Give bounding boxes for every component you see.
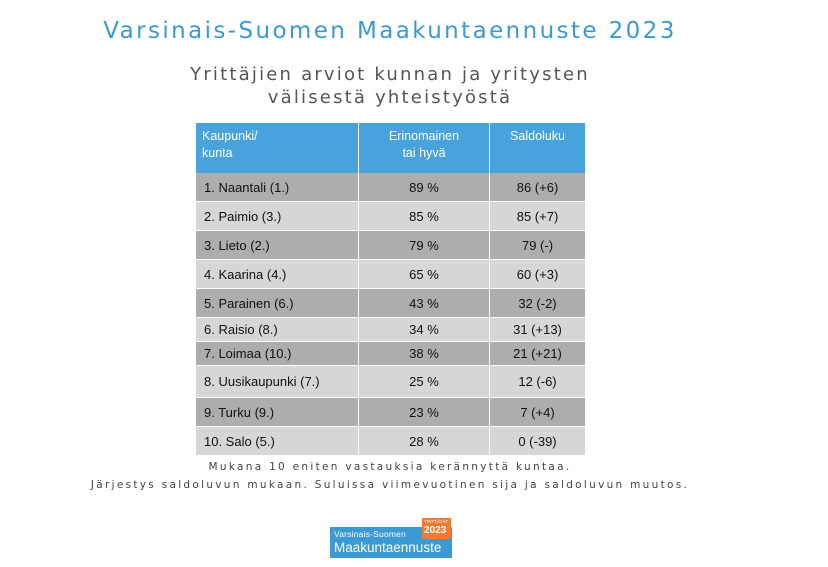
subtitle-line-1: Yrittäjien arviot kunnan ja yritysten xyxy=(190,64,590,85)
cell-balance: 60 (+3) xyxy=(489,259,585,289)
cell-balance: 0 (-39) xyxy=(489,426,585,455)
table-row: 7. Loimaa (10.) 38 % 21 (+21) xyxy=(196,341,585,366)
header-municipality-line-2: kunta xyxy=(202,146,233,160)
header-municipality-line-1: Kaupunki/ xyxy=(202,129,258,143)
note-line-2: Järjestys saldoluvun mukaan. Suluissa vi… xyxy=(90,479,690,491)
table-header-row: Kaupunki/ kunta Erinomainen tai hyvä Sal… xyxy=(196,123,585,173)
header-municipality: Kaupunki/ kunta xyxy=(196,123,359,173)
cell-share: 34 % xyxy=(358,317,490,342)
table-row: 1. Naantali (1.) 89 % 86 (+6) xyxy=(196,173,585,202)
maakuntaennuste-logo: Varsinais-Suomen Maakuntaennuste YRITTÄJ… xyxy=(330,518,452,558)
page-title: Varsinais-Suomen Maakuntaennuste 2023 xyxy=(103,18,677,44)
cell-municipality: 4. Kaarina (4.) xyxy=(196,259,359,289)
cell-municipality: 9. Turku (9.) xyxy=(196,397,359,427)
table-row: 5. Parainen (6.) 43 % 32 (-2) xyxy=(196,288,585,318)
cell-share: 65 % xyxy=(358,259,490,289)
cell-share: 25 % xyxy=(358,365,490,398)
cell-share: 89 % xyxy=(358,173,490,202)
cell-balance: 32 (-2) xyxy=(489,288,585,318)
cell-share: 43 % xyxy=(358,288,490,318)
table-row: 4. Kaarina (4.) 65 % 60 (+3) xyxy=(196,259,585,289)
logo-top-line: Varsinais-Suomen xyxy=(334,529,407,539)
cell-municipality: 2. Paimio (3.) xyxy=(196,201,359,231)
header-rating-line-2: tai hyvä xyxy=(402,146,446,160)
cell-balance: 86 (+6) xyxy=(489,173,585,202)
table-row: 9. Turku (9.) 23 % 7 (+4) xyxy=(196,397,585,427)
logo-main-line: Maakuntaennuste xyxy=(334,540,442,555)
logo-badge-caption: YRITTÄJÄT xyxy=(424,519,449,524)
cell-balance: 79 (-) xyxy=(489,230,585,260)
table-row: 3. Lieto (2.) 79 % 79 (-) xyxy=(196,230,585,260)
cell-share: 23 % xyxy=(358,397,490,427)
logo-year-badge: YRITTÄJÄT 2023 xyxy=(422,518,451,539)
table-row: 2. Paimio (3.) 85 % 85 (+7) xyxy=(196,201,585,231)
header-balance: Saldoluku xyxy=(489,123,585,173)
table-row: 8. Uusikaupunki (7.) 25 % 12 (-6) xyxy=(196,365,585,398)
cell-municipality: 10. Salo (5.) xyxy=(196,426,359,455)
cell-municipality: 3. Lieto (2.) xyxy=(196,230,359,260)
cell-share: 85 % xyxy=(358,201,490,231)
cell-share: 38 % xyxy=(358,341,490,366)
cell-municipality: 1. Naantali (1.) xyxy=(196,173,359,202)
note-line-1: Mukana 10 eniten vastauksia kerännyttä k… xyxy=(208,461,572,473)
cell-municipality: 5. Parainen (6.) xyxy=(196,288,359,318)
cell-balance: 31 (+13) xyxy=(489,317,585,342)
header-rating: Erinomainen tai hyvä xyxy=(358,123,490,173)
header-balance-line-1: Saldoluku xyxy=(510,129,565,143)
cell-municipality: 6. Raisio (8.) xyxy=(196,317,359,342)
cell-balance: 12 (-6) xyxy=(489,365,585,398)
table-subtitle: Yrittäjien arviot kunnan ja yritysten vä… xyxy=(0,63,780,109)
table-row: 6. Raisio (8.) 34 % 31 (+13) xyxy=(196,317,585,342)
table-row: 10. Salo (5.) 28 % 0 (-39) xyxy=(196,426,585,455)
cell-municipality: 7. Loimaa (10.) xyxy=(196,341,359,366)
municipality-ranking-table: Kaupunki/ kunta Erinomainen tai hyvä Sal… xyxy=(196,123,585,455)
logo-badge-year: 2023 xyxy=(424,525,447,536)
cell-balance: 7 (+4) xyxy=(489,397,585,427)
cell-municipality: 8. Uusikaupunki (7.) xyxy=(196,365,359,398)
cell-share: 28 % xyxy=(358,426,490,455)
cell-balance: 21 (+21) xyxy=(489,341,585,366)
header-rating-line-1: Erinomainen xyxy=(388,129,460,143)
cell-balance: 85 (+7) xyxy=(489,201,585,231)
cell-share: 79 % xyxy=(358,230,490,260)
subtitle-line-2: välisestä yhteistyöstä xyxy=(267,87,513,108)
